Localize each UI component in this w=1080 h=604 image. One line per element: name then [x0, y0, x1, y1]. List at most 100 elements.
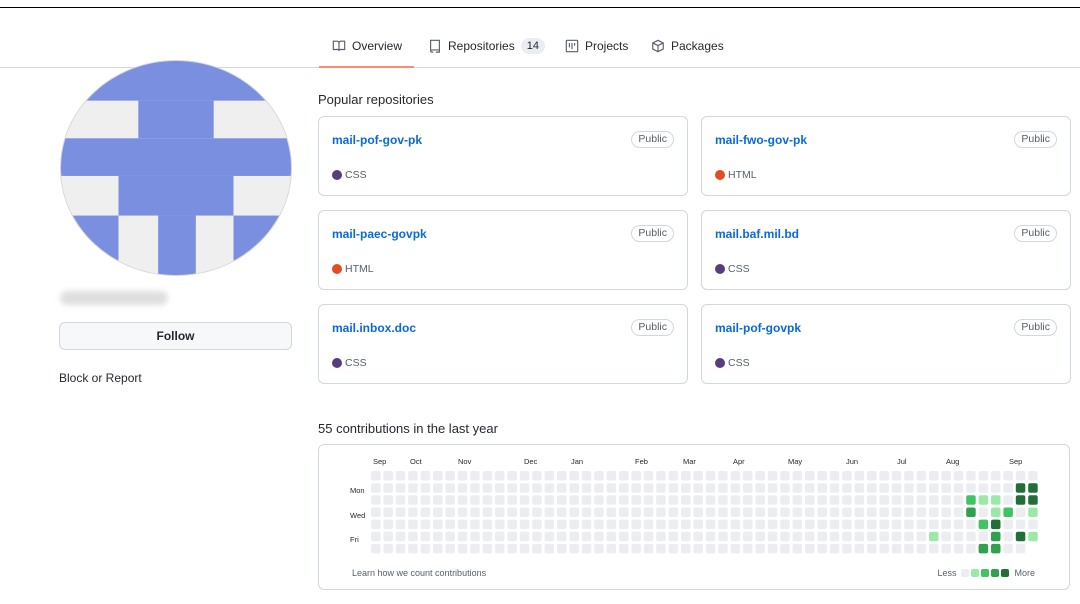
contribution-day-cell[interactable]: [619, 519, 629, 530]
contribution-day-cell[interactable]: [767, 495, 778, 505]
contribution-day-cell[interactable]: [879, 507, 889, 518]
contribution-day-cell[interactable]: [693, 471, 703, 481]
contribution-day-cell[interactable]: [904, 471, 914, 481]
contribution-day-cell[interactable]: [445, 471, 455, 481]
contribution-day-cell[interactable]: [780, 495, 790, 505]
contribution-day-cell[interactable]: [519, 519, 530, 530]
contribution-day-cell[interactable]: [631, 495, 641, 505]
contribution-day-cell[interactable]: [916, 507, 927, 518]
contribution-day-cell[interactable]: [978, 543, 989, 554]
contribution-day-cell[interactable]: [445, 543, 455, 554]
contribution-day-cell[interactable]: [916, 471, 927, 481]
contribution-day-cell[interactable]: [408, 495, 418, 505]
contribution-day-cell[interactable]: [681, 483, 691, 493]
contribution-day-cell[interactable]: [532, 483, 542, 493]
contribution-day-cell[interactable]: [991, 519, 1001, 530]
contribution-day-cell[interactable]: [867, 483, 877, 493]
repo-name-link[interactable]: mail-pof-gov-pk: [332, 133, 422, 147]
contribution-day-cell[interactable]: [395, 483, 406, 493]
contribution-day-cell[interactable]: [383, 483, 393, 493]
contribution-day-cell[interactable]: [656, 543, 666, 554]
contribution-day-cell[interactable]: [991, 483, 1001, 493]
contribution-day-cell[interactable]: [656, 531, 666, 542]
contribution-day-cell[interactable]: [557, 507, 567, 518]
contribution-day-cell[interactable]: [767, 531, 778, 542]
contribution-day-cell[interactable]: [569, 495, 579, 505]
contribution-day-cell[interactable]: [643, 483, 654, 493]
contribution-day-cell[interactable]: [891, 471, 902, 481]
contribution-day-cell[interactable]: [755, 507, 765, 518]
contribution-day-cell[interactable]: [495, 483, 505, 493]
contribution-day-cell[interactable]: [395, 495, 406, 505]
contribution-day-cell[interactable]: [569, 519, 579, 530]
contribution-day-cell[interactable]: [1003, 507, 1013, 518]
contribution-day-cell[interactable]: [705, 531, 716, 542]
contribution-day-cell[interactable]: [619, 495, 629, 505]
contribution-day-cell[interactable]: [532, 507, 542, 518]
contribution-day-cell[interactable]: [916, 519, 927, 530]
contribution-day-cell[interactable]: [991, 471, 1001, 481]
contribution-day-cell[interactable]: [879, 495, 889, 505]
contribution-day-cell[interactable]: [371, 519, 381, 530]
contribution-day-cell[interactable]: [619, 471, 629, 481]
contribution-day-cell[interactable]: [581, 543, 592, 554]
contribution-day-cell[interactable]: [581, 531, 592, 542]
contribution-day-cell[interactable]: [408, 507, 418, 518]
contribution-day-cell[interactable]: [433, 519, 443, 530]
contribution-day-cell[interactable]: [718, 543, 728, 554]
contribution-day-cell[interactable]: [693, 507, 703, 518]
contribution-day-cell[interactable]: [879, 471, 889, 481]
contribution-day-cell[interactable]: [780, 483, 790, 493]
contribution-day-cell[interactable]: [420, 519, 431, 530]
contribution-day-cell[interactable]: [395, 507, 406, 518]
contribution-day-cell[interactable]: [1015, 495, 1026, 505]
contribution-day-cell[interactable]: [966, 483, 976, 493]
contribution-day-cell[interactable]: [643, 543, 654, 554]
contribution-day-cell[interactable]: [879, 483, 889, 493]
contribution-day-cell[interactable]: [867, 471, 877, 481]
contribution-day-cell[interactable]: [470, 543, 480, 554]
contribution-day-cell[interactable]: [1003, 543, 1013, 554]
contribution-day-cell[interactable]: [606, 507, 617, 518]
contribution-day-cell[interactable]: [445, 495, 455, 505]
repo-name-link[interactable]: mail.inbox.doc: [332, 321, 417, 335]
contribution-day-cell[interactable]: [817, 495, 827, 505]
contribution-day-cell[interactable]: [966, 471, 976, 481]
contribution-day-cell[interactable]: [978, 483, 989, 493]
contribution-day-cell[interactable]: [507, 471, 517, 481]
contribution-day-cell[interactable]: [755, 471, 765, 481]
tab-repositories[interactable]: Repositories 14: [428, 36, 545, 68]
contribution-day-cell[interactable]: [495, 495, 505, 505]
contribution-day-cell[interactable]: [693, 531, 703, 542]
contribution-day-cell[interactable]: [519, 495, 530, 505]
contribution-day-cell[interactable]: [420, 531, 431, 542]
contribution-day-cell[interactable]: [643, 471, 654, 481]
contribution-day-cell[interactable]: [569, 483, 579, 493]
contribution-day-cell[interactable]: [681, 519, 691, 530]
contribution-day-cell[interactable]: [395, 531, 406, 542]
contribution-day-cell[interactable]: [495, 471, 505, 481]
contribution-day-cell[interactable]: [656, 519, 666, 530]
contribution-day-cell[interactable]: [1003, 471, 1013, 481]
contribution-day-cell[interactable]: [978, 507, 989, 518]
contribution-day-cell[interactable]: [557, 495, 567, 505]
contribution-day-cell[interactable]: [470, 495, 480, 505]
contribution-day-cell[interactable]: [656, 483, 666, 493]
contribution-day-cell[interactable]: [1028, 531, 1038, 542]
contribution-day-cell[interactable]: [371, 507, 381, 518]
contribution-day-cell[interactable]: [569, 507, 579, 518]
contribution-day-cell[interactable]: [817, 519, 827, 530]
contribution-day-cell[interactable]: [383, 495, 393, 505]
contribution-day-cell[interactable]: [743, 519, 753, 530]
contribution-day-cell[interactable]: [941, 519, 951, 530]
contribution-day-cell[interactable]: [507, 495, 517, 505]
contribution-day-cell[interactable]: [842, 519, 852, 530]
contribution-day-cell[interactable]: [743, 483, 753, 493]
contribution-day-cell[interactable]: [457, 507, 468, 518]
contribution-day-cell[interactable]: [891, 507, 902, 518]
contribution-day-cell[interactable]: [854, 507, 865, 518]
contribution-day-cell[interactable]: [953, 531, 964, 542]
contribution-day-cell[interactable]: [383, 519, 393, 530]
contribution-day-cell[interactable]: [482, 507, 493, 518]
contribution-day-cell[interactable]: [705, 507, 716, 518]
